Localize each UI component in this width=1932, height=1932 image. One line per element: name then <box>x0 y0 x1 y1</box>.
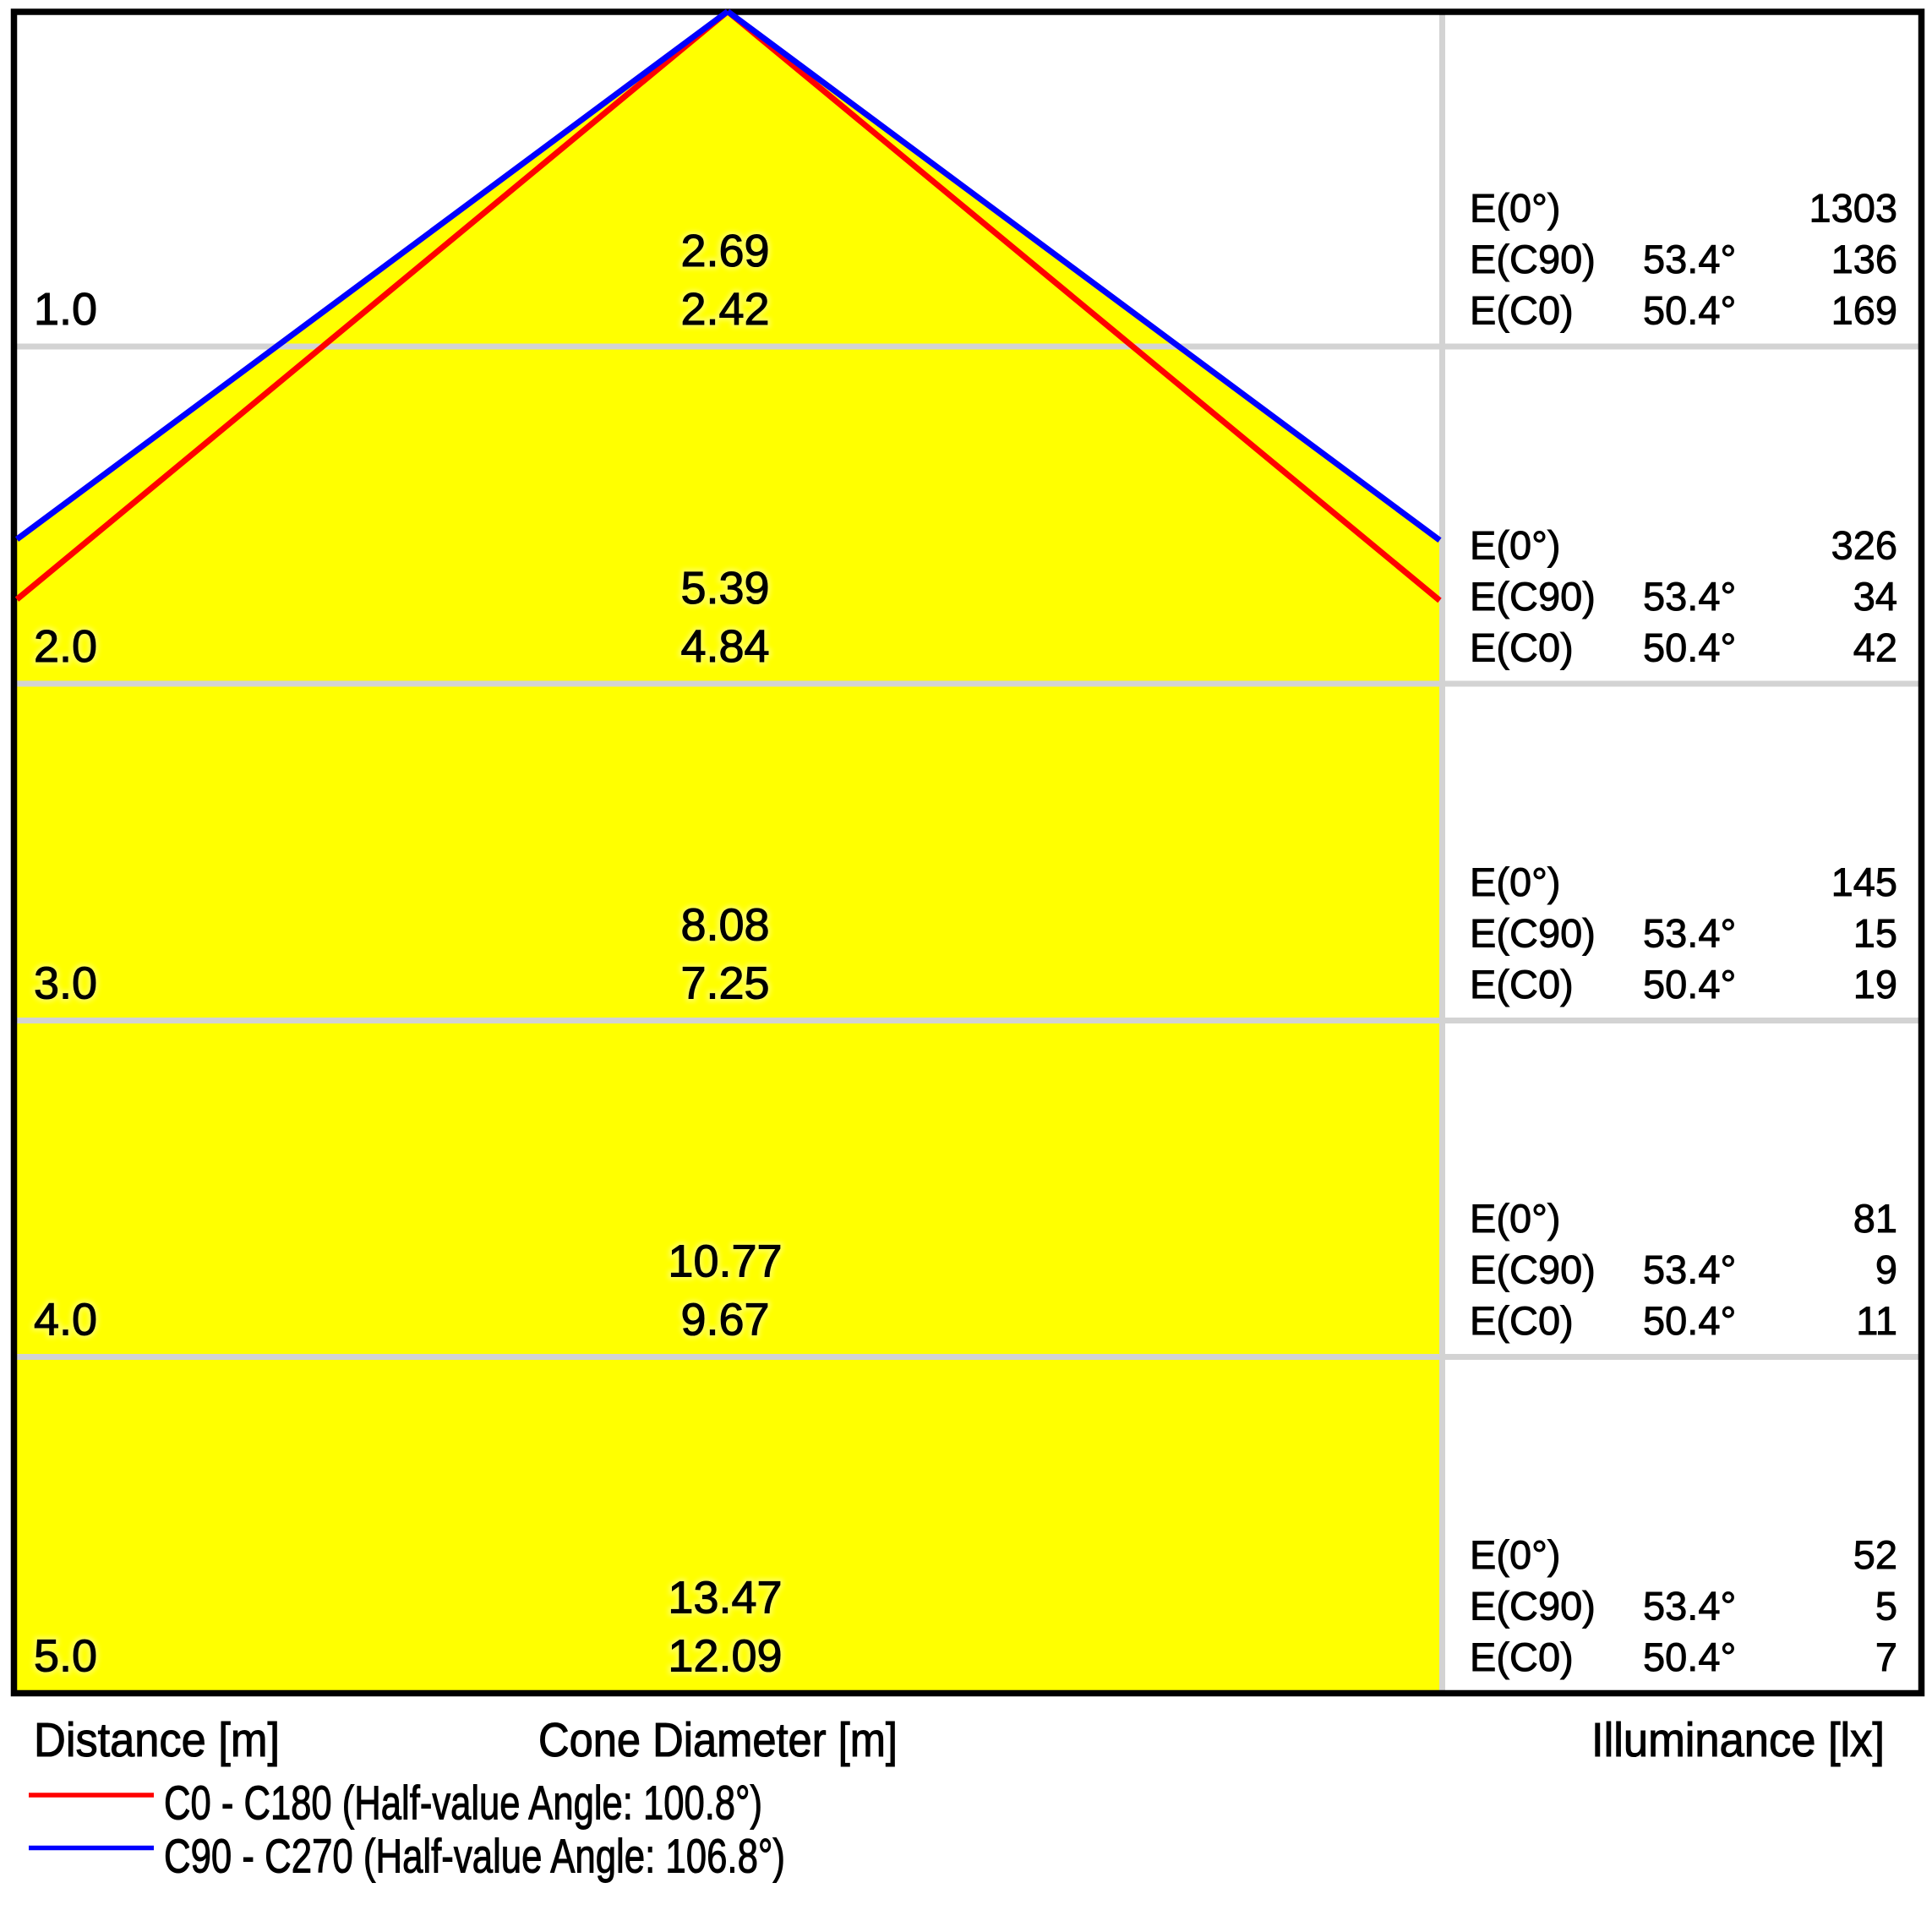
svg-text:53.4°: 53.4° <box>1643 911 1736 956</box>
svg-text:5.0: 5.0 <box>34 1631 97 1682</box>
svg-text:5: 5 <box>1875 1584 1897 1629</box>
svg-text:3.0: 3.0 <box>34 958 97 1009</box>
svg-text:E(C0): E(C0) <box>1470 288 1574 333</box>
svg-text:8.08: 8.08 <box>680 900 769 951</box>
svg-text:50.4°: 50.4° <box>1643 288 1736 333</box>
svg-text:50.4°: 50.4° <box>1643 962 1736 1007</box>
svg-text:E(C90): E(C90) <box>1470 237 1596 281</box>
svg-text:7.25: 7.25 <box>680 958 769 1009</box>
svg-text:C90 - C270 (Half-value Angle:: C90 - C270 (Half-value Angle: 106.8°) <box>164 1830 785 1883</box>
svg-text:15: 15 <box>1853 911 1897 956</box>
svg-text:53.4°: 53.4° <box>1643 574 1736 619</box>
svg-text:E(C0): E(C0) <box>1470 1298 1574 1343</box>
svg-text:E(C0): E(C0) <box>1470 625 1574 670</box>
svg-text:13.47: 13.47 <box>668 1573 782 1624</box>
svg-text:2.69: 2.69 <box>680 226 769 276</box>
svg-text:4.84: 4.84 <box>680 621 769 672</box>
svg-text:E(C90): E(C90) <box>1470 574 1596 619</box>
svg-text:145: 145 <box>1831 860 1897 904</box>
svg-text:5.0: 5.0 <box>34 1631 97 1682</box>
svg-text:E(0°): E(0°) <box>1470 1196 1561 1241</box>
svg-text:42: 42 <box>1853 625 1897 670</box>
svg-text:4.84: 4.84 <box>680 621 769 672</box>
svg-text:5.39: 5.39 <box>680 563 769 614</box>
svg-text:10.77: 10.77 <box>668 1236 782 1287</box>
svg-text:52: 52 <box>1853 1532 1897 1577</box>
svg-text:8.08: 8.08 <box>680 900 769 951</box>
svg-text:53.4°: 53.4° <box>1643 1247 1736 1292</box>
svg-text:7.25: 7.25 <box>680 958 769 1009</box>
svg-text:E(C0): E(C0) <box>1470 962 1574 1007</box>
svg-text:50.4°: 50.4° <box>1643 1635 1736 1679</box>
svg-text:4.0: 4.0 <box>34 1295 97 1345</box>
svg-text:2.0: 2.0 <box>34 621 97 672</box>
svg-text:13.47: 13.47 <box>668 1573 782 1624</box>
svg-text:19: 19 <box>1853 962 1897 1007</box>
svg-text:2.69: 2.69 <box>680 226 769 276</box>
svg-text:50.4°: 50.4° <box>1643 1298 1736 1343</box>
svg-text:E(C0): E(C0) <box>1470 1635 1574 1679</box>
svg-text:2.42: 2.42 <box>680 284 769 335</box>
svg-text:81: 81 <box>1853 1196 1897 1241</box>
svg-text:7: 7 <box>1875 1635 1897 1679</box>
svg-text:E(C90): E(C90) <box>1470 1247 1596 1292</box>
svg-text:1.0: 1.0 <box>34 284 97 335</box>
svg-text:12.09: 12.09 <box>668 1631 782 1682</box>
svg-text:5.39: 5.39 <box>680 563 769 614</box>
svg-text:E(0°): E(0°) <box>1470 860 1561 904</box>
svg-text:E(0°): E(0°) <box>1470 523 1561 568</box>
svg-text:2.42: 2.42 <box>680 284 769 335</box>
svg-text:4.0: 4.0 <box>34 1295 97 1345</box>
svg-text:Distance [m]: Distance [m] <box>34 1713 280 1766</box>
svg-text:2.0: 2.0 <box>34 621 97 672</box>
svg-text:11: 11 <box>1856 1298 1897 1343</box>
svg-text:9.67: 9.67 <box>680 1295 769 1345</box>
svg-text:12.09: 12.09 <box>668 1631 782 1682</box>
svg-text:Illuminance [lx]: Illuminance [lx] <box>1591 1713 1885 1766</box>
svg-text:E(C90): E(C90) <box>1470 911 1596 956</box>
svg-text:10.77: 10.77 <box>668 1236 782 1287</box>
svg-text:E(0°): E(0°) <box>1470 1532 1561 1577</box>
svg-text:50.4°: 50.4° <box>1643 625 1736 670</box>
svg-text:C0 - C180 (Half-value Angle: 1: C0 - C180 (Half-value Angle: 100.8°) <box>164 1776 762 1830</box>
svg-text:E(C90): E(C90) <box>1470 1584 1596 1629</box>
svg-text:3.0: 3.0 <box>34 958 97 1009</box>
svg-text:E(0°): E(0°) <box>1470 186 1561 231</box>
svg-text:53.4°: 53.4° <box>1643 237 1736 281</box>
svg-text:1303: 1303 <box>1809 186 1897 231</box>
svg-text:53.4°: 53.4° <box>1643 1584 1736 1629</box>
svg-text:9: 9 <box>1875 1247 1897 1292</box>
svg-text:Cone Diameter [m]: Cone Diameter [m] <box>538 1713 898 1766</box>
svg-text:9.67: 9.67 <box>680 1295 769 1345</box>
svg-text:136: 136 <box>1831 237 1897 281</box>
svg-text:169: 169 <box>1831 288 1897 333</box>
svg-text:326: 326 <box>1831 523 1897 568</box>
svg-text:34: 34 <box>1853 574 1897 619</box>
